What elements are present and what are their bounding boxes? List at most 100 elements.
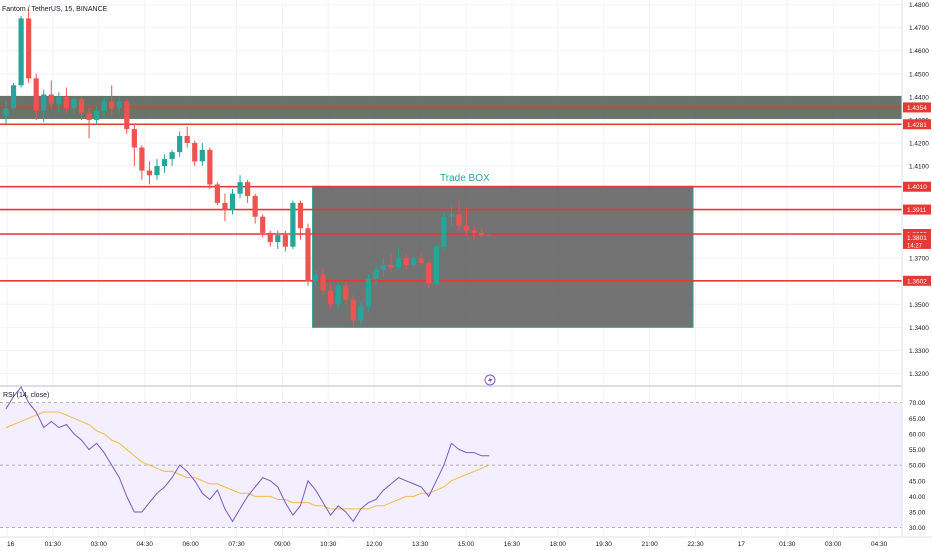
candle-body — [41, 94, 47, 111]
current-price-tag — [903, 232, 931, 249]
candle-body — [146, 170, 153, 176]
candle-body — [282, 235, 288, 247]
candle-body — [320, 274, 326, 291]
candle-body — [245, 182, 251, 196]
candle-body — [222, 202, 228, 210]
rsi-tick-label: 65.00 — [909, 416, 926, 423]
candle-body — [290, 202, 296, 247]
candle-body — [388, 265, 394, 268]
time-tick-label: 01:30 — [45, 541, 62, 548]
candle-body — [328, 290, 334, 305]
price-tick-label: 1.4800 — [909, 2, 929, 9]
price-level-label: 1.3911 — [907, 207, 927, 214]
candle-body — [260, 216, 266, 233]
candle-body — [10, 85, 17, 109]
trade-box-label: Trade BOX — [440, 173, 490, 184]
candle-body — [456, 214, 462, 226]
candle-body — [33, 78, 39, 111]
candle-body — [18, 18, 24, 86]
price-tick-label: 1.3200 — [909, 371, 929, 378]
candle-body — [305, 228, 311, 282]
time-tick-label: 22:30 — [687, 541, 704, 548]
price-tick-label: 1.3700 — [909, 256, 929, 263]
rsi-tick-label: 30.00 — [909, 525, 926, 532]
candle-body — [365, 278, 371, 307]
candle-body — [267, 232, 273, 243]
time-tick-label: 17 — [738, 541, 746, 548]
candle-body — [471, 230, 477, 233]
candle-body — [433, 246, 439, 284]
price-tick-label: 1.4600 — [909, 48, 929, 55]
candle-body — [373, 269, 379, 279]
time-tick-label: 03:00 — [91, 541, 108, 548]
candle-body — [358, 306, 364, 321]
candle-body — [396, 258, 402, 268]
chart-title: Fantom / TetherUS, 15, BINANCE — [2, 6, 108, 13]
time-tick-label: 21:00 — [641, 541, 658, 548]
time-tick-label: 16 — [7, 541, 15, 548]
price-tick-label: 1.4200 — [909, 140, 929, 147]
price-tick-label: 1.4400 — [909, 94, 929, 101]
price-level-label: 1.4010 — [907, 184, 927, 191]
current-price-label: 1.3801 — [907, 235, 927, 242]
time-tick-label: 04:30 — [137, 541, 154, 548]
candle-body — [207, 149, 213, 185]
candle-body — [463, 225, 470, 231]
price-tick-label: 1.3400 — [909, 325, 929, 332]
price-axis: 1.48001.47001.46001.45001.44001.43001.42… — [901, 0, 932, 537]
candle-body — [101, 101, 107, 111]
price-level-tag — [903, 275, 931, 286]
candle-body — [411, 258, 417, 266]
price-tick-label: 1.3300 — [909, 348, 929, 355]
candle-body — [275, 235, 281, 243]
time-tick-label: 16:30 — [504, 541, 521, 548]
candle-body — [161, 159, 168, 166]
candle-body — [94, 110, 100, 120]
candle-body — [78, 99, 85, 113]
time-tick-label: 13:30 — [412, 541, 429, 548]
rsi-tick-label: 40.00 — [909, 494, 926, 501]
time-tick-label: 19:30 — [596, 541, 613, 548]
candle-body — [199, 149, 205, 162]
price-level-tag — [903, 181, 931, 192]
candle-body — [131, 129, 137, 148]
candle-body — [214, 184, 220, 203]
time-tick-label: 18:00 — [550, 541, 567, 548]
candle-body — [403, 258, 409, 266]
price-level-tag — [903, 204, 931, 215]
lightning-icon[interactable] — [484, 374, 496, 386]
rsi-tick-label: 45.00 — [909, 478, 926, 485]
candle-body — [63, 96, 69, 109]
candle-body — [343, 285, 349, 300]
candle-body — [154, 165, 160, 176]
candle-body — [448, 214, 455, 217]
candle-body — [109, 101, 115, 109]
candle-body — [177, 136, 183, 153]
price-tick-label: 1.4500 — [909, 71, 929, 78]
time-tick-label: 10:30 — [320, 541, 337, 548]
candle-body — [441, 216, 447, 247]
rsi-line — [5, 386, 490, 523]
rsi-tick-label: 70.00 — [909, 400, 926, 407]
price-level-tag — [903, 102, 931, 113]
candle-body — [169, 152, 175, 160]
candle-body — [380, 265, 387, 270]
candle-body — [86, 112, 92, 120]
candle-body — [312, 274, 319, 282]
price-tick-label: 1.3500 — [909, 302, 929, 309]
time-tick-label: 12:00 — [366, 541, 383, 548]
price-level-label: 1.3602 — [907, 278, 927, 285]
candle-body — [56, 96, 62, 104]
candle-body — [229, 193, 236, 210]
time-tick-label: 04:30 — [871, 541, 888, 548]
rsi-ma-line — [5, 411, 490, 510]
candle-body — [479, 232, 485, 236]
time-axis: 16 01:30 03:00 04:30 06:00 07:30 09:00 10:30 12:… — [0, 536, 932, 548]
candle-body — [116, 101, 122, 109]
candles — [3, 9, 492, 328]
candle-body — [184, 136, 190, 143]
candle-body — [237, 182, 243, 194]
candle-body — [192, 142, 198, 162]
candle-body — [3, 108, 9, 116]
